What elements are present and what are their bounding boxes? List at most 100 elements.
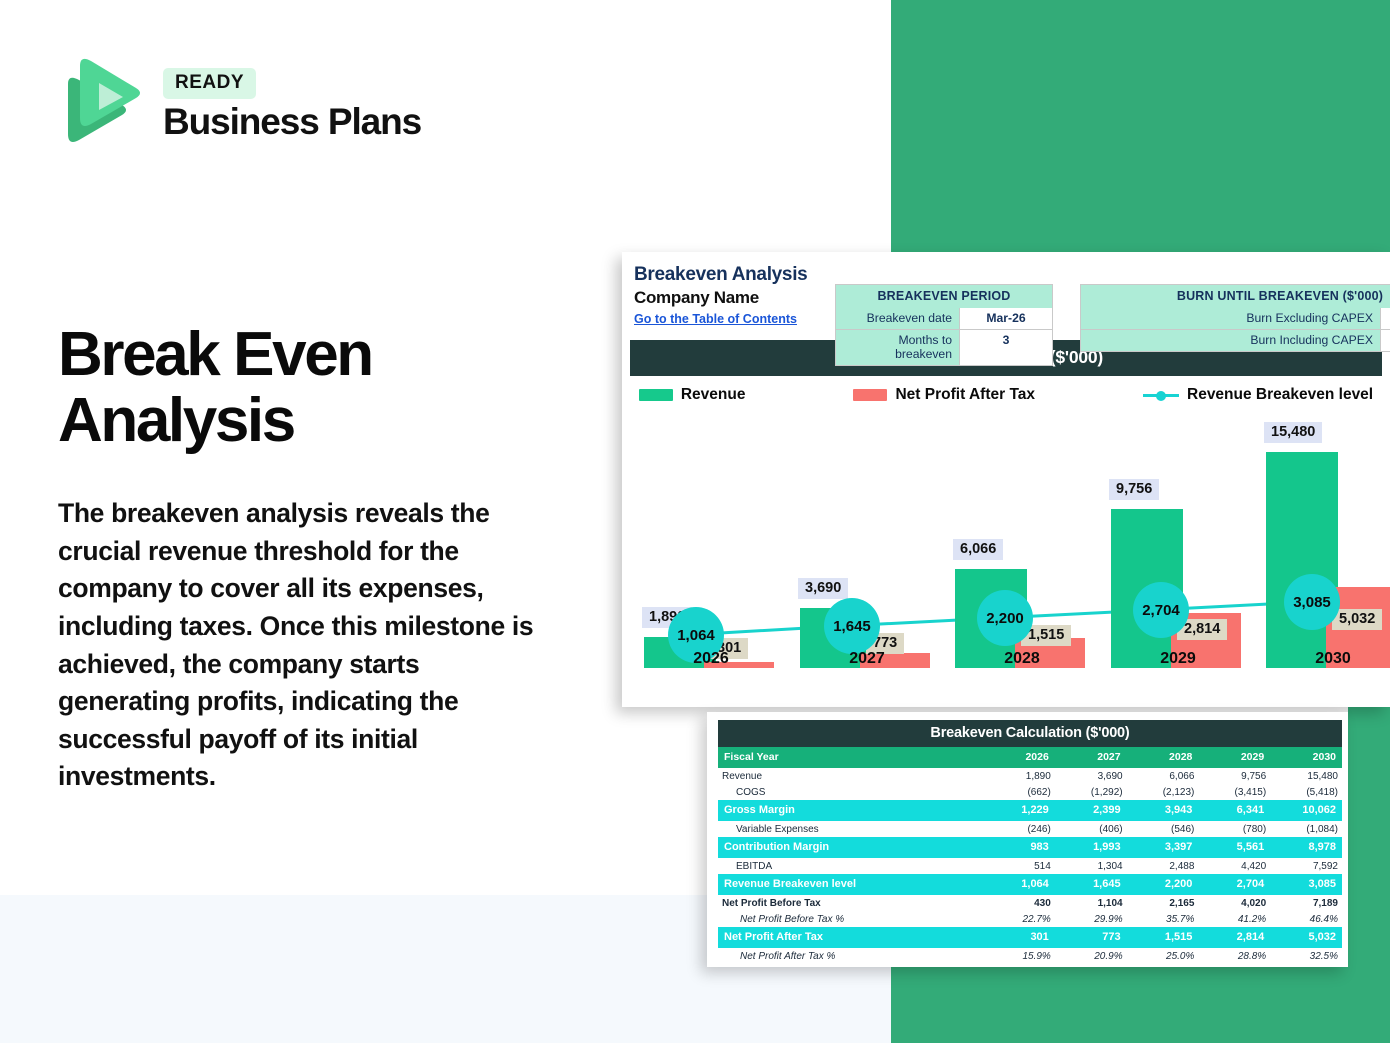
row-label: Net Profit Before Tax [718, 895, 983, 911]
breakeven-point-2026[interactable]: 1,064 [668, 607, 724, 663]
column-header-2029: 2029 [1198, 747, 1271, 768]
column-header-2028: 2028 [1126, 747, 1199, 768]
bar-label-net-profit: 5,032 [1332, 609, 1383, 630]
kpi-label: Breakeven date [836, 308, 960, 329]
cell-value: 7,189 [1270, 895, 1342, 911]
cell-value: 1,304 [1054, 858, 1127, 874]
cell-value: 1,104 [1054, 895, 1127, 911]
brand-name: Business Plans [163, 101, 422, 143]
chart-x-label-2030: 2030 [1315, 650, 1351, 667]
cell-value: 35.7% [1126, 911, 1199, 927]
chart-group-2027: 3,690 773 1,645 2027 [792, 418, 942, 668]
table-row: COGS (662) (1,292) (2,123) (3,415) (5,418) [718, 784, 1342, 800]
row-label: EBITDA [718, 858, 983, 874]
cell-value: 29.9% [1054, 911, 1127, 927]
cell-value: 8,978 [1270, 837, 1342, 858]
cell-value: 5,032 [1270, 927, 1342, 948]
legend-item-revenue-breakeven-level[interactable]: Revenue Breakeven level [1143, 386, 1373, 404]
cell-value: 773 [1054, 927, 1127, 948]
brand-text: READY Business Plans [163, 64, 422, 143]
table-row: Net Profit Before Tax % 22.7% 29.9% 35.7% 41… [718, 911, 1342, 927]
table-row: Net Profit After Tax 301 773 1,515 2,814 5,03… [718, 927, 1342, 948]
kpi-label: Months to breakeven [836, 330, 960, 365]
sheet-header: Breakeven Analysis Company Name Go to th… [622, 252, 1390, 366]
bar-label-revenue: 6,066 [953, 539, 1004, 560]
page-description: The breakeven analysis reveals the cruci… [58, 498, 534, 792]
table-row: Gross Margin 1,229 2,399 3,943 6,341 10,062 [718, 800, 1342, 821]
breakeven-point-2028[interactable]: 2,200 [977, 590, 1033, 646]
sheet-title: Breakeven Analysis [634, 264, 808, 285]
column-header-2026: 2026 [983, 747, 1055, 768]
breakeven-point-2027[interactable]: 1,645 [824, 598, 880, 654]
chart-plot-area: 1,890 301 1,064 2026 3,690 773 1,645 202… [636, 412, 1390, 702]
cell-value: 1,890 [983, 768, 1055, 784]
chart-x-label-2029: 2029 [1160, 650, 1196, 667]
bar-label-revenue: 9,756 [1109, 479, 1160, 500]
bar-net-profit-after-tax[interactable] [704, 662, 774, 668]
cell-value: 41.2% [1198, 911, 1271, 927]
cell-value: 983 [983, 837, 1055, 858]
cell-value: 46.4% [1270, 911, 1342, 927]
cell-value: 1,993 [1054, 837, 1127, 858]
kpi-burn-header: BURN UNTIL BREAKEVEN ($'000) [1080, 284, 1390, 308]
cell-value: 20.9% [1054, 948, 1127, 964]
row-label: Net Profit Before Tax % [718, 911, 983, 927]
cell-value: (780) [1198, 821, 1271, 837]
cell-value: 15.9% [983, 948, 1055, 964]
cell-value: 25.0% [1126, 948, 1199, 964]
cell-value: 4,420 [1198, 858, 1271, 874]
table-row: Net Profit Before Tax 430 1,104 2,165 4,020 7… [718, 895, 1342, 911]
cell-value: 514 [983, 858, 1055, 874]
bar-net-profit-after-tax[interactable] [860, 653, 930, 668]
background-green-bottom [891, 967, 1390, 1043]
background-green-top [891, 0, 1390, 253]
cell-value: (662) [983, 784, 1055, 800]
cell-value: (2,123) [1126, 784, 1199, 800]
legend-item-revenue[interactable]: Revenue [638, 386, 746, 404]
cell-value: 2,814 [1198, 927, 1271, 948]
column-header-2030: 2030 [1270, 747, 1342, 768]
table-title: Breakeven Calculation ($'000) [718, 720, 1342, 747]
kpi-value: 3 [960, 330, 1052, 365]
column-header-2027: 2027 [1054, 747, 1127, 768]
table-row: EBITDA 514 1,304 2,488 4,420 7,592 [718, 858, 1342, 874]
kpi-burn-until-breakeven: BURN UNTIL BREAKEVEN ($'000) Burn Exclud… [1080, 284, 1390, 352]
legend-label: Revenue Breakeven level [1187, 386, 1374, 403]
kpi-row: Burn Excluding CAPEX (11.0) [1080, 308, 1390, 330]
brand-badge: READY [163, 68, 257, 100]
breakeven-chart-card: Breakeven Analysis Company Name Go to th… [622, 252, 1390, 707]
row-label: Revenue Breakeven level [718, 874, 983, 895]
row-label: Variable Expenses [718, 821, 983, 837]
kpi-row: Months to breakeven 3 [835, 330, 1053, 366]
cell-value: 2,200 [1126, 874, 1199, 895]
cell-value: 3,943 [1126, 800, 1199, 821]
cell-value: 5,561 [1198, 837, 1271, 858]
kpi-value: Mar-26 [960, 308, 1052, 329]
chart-group-2026: 1,890 301 1,064 2026 [636, 418, 786, 668]
kpi-row: Breakeven date Mar-26 [835, 308, 1053, 330]
brand-logo: READY Business Plans [60, 58, 422, 148]
table-row: Revenue 1,890 3,690 6,066 9,756 15,480 [718, 768, 1342, 784]
chart-legend: Revenue Net Profit After Tax Revenue Bre… [622, 376, 1390, 408]
legend-label: Revenue [680, 386, 746, 403]
legend-item-net-profit-after-tax[interactable]: Net Profit After Tax [853, 386, 1035, 404]
row-label: Net Profit After Tax % [718, 948, 983, 964]
row-label: Net Profit After Tax [718, 927, 983, 948]
cell-value: 2,488 [1126, 858, 1199, 874]
breakeven-point-2029[interactable]: 2,704 [1133, 582, 1189, 638]
bar-label-revenue: 3,690 [798, 578, 849, 599]
kpi-breakeven-period: BREAKEVEN PERIOD Breakeven date Mar-26 M… [835, 284, 1053, 366]
kpi-label: Burn Excluding CAPEX [1081, 308, 1381, 329]
page-title: Break Even Analysis [58, 320, 374, 455]
kpi-value: (11.0) [1381, 308, 1390, 329]
cell-value: 6,341 [1198, 800, 1271, 821]
cell-value: 10,062 [1270, 800, 1342, 821]
table-of-contents-link[interactable]: Go to the Table of Contents [634, 312, 797, 326]
cell-value: (406) [1054, 821, 1127, 837]
bar-label-revenue: 15,480 [1264, 422, 1323, 443]
chart-x-label-2028: 2028 [1004, 650, 1040, 667]
cell-value: 3,690 [1054, 768, 1127, 784]
column-header-fiscal-year: Fiscal Year [718, 747, 983, 768]
cell-value: (1,084) [1270, 821, 1342, 837]
breakeven-point-2030[interactable]: 3,085 [1284, 574, 1340, 630]
